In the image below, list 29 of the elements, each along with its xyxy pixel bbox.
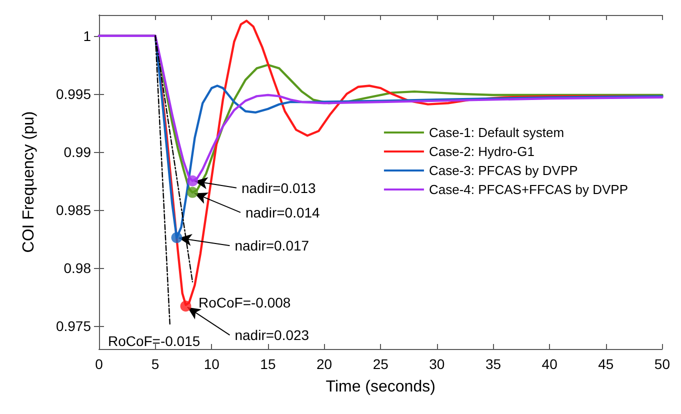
x-tick-label: 40 bbox=[542, 356, 558, 372]
annotation: nadir=0.017 bbox=[234, 238, 310, 254]
legend-label: Case-1: Default system bbox=[428, 125, 564, 140]
y-tick-label: 0.985 bbox=[56, 202, 92, 218]
y-tick-label: 0.975 bbox=[56, 318, 92, 334]
x-tick-label: 30 bbox=[429, 356, 445, 372]
x-tick-label: 5 bbox=[151, 356, 160, 372]
x-tick-label: 25 bbox=[372, 356, 389, 372]
annotation: RoCoF=-0.015 bbox=[108, 332, 200, 349]
legend-label: Case-2: Hydro-G1 bbox=[428, 144, 534, 159]
x-axis-title: Time (seconds) bbox=[326, 378, 436, 396]
annotation: nadir=0.014 bbox=[245, 204, 320, 220]
x-tick-label: 0 bbox=[95, 356, 104, 372]
y-tick-label: 0.99 bbox=[64, 144, 92, 160]
x-tick-label: 35 bbox=[485, 356, 502, 372]
annotation: nadir=0.013 bbox=[241, 180, 316, 196]
annotation: nadir=0.023 bbox=[234, 327, 310, 344]
x-tick-label: 20 bbox=[316, 356, 332, 372]
x-tick-label: 45 bbox=[598, 356, 614, 372]
legend-label: Case-3: PFCAS by DVPP bbox=[428, 163, 578, 178]
y-tick-label: 0.995 bbox=[56, 86, 92, 102]
y-tick-label: 0.98 bbox=[64, 260, 92, 276]
x-tick-label: 50 bbox=[654, 356, 670, 372]
annotation: RoCoF=-0.008 bbox=[198, 294, 291, 311]
x-tick-label: 10 bbox=[204, 356, 220, 372]
y-tick-label: 1 bbox=[83, 28, 92, 44]
x-tick-label: 15 bbox=[260, 356, 276, 372]
y-axis-title: COI Frequency (pu) bbox=[20, 111, 38, 253]
legend-label: Case-4: PFCAS+FFCAS by DVPP bbox=[428, 182, 628, 197]
